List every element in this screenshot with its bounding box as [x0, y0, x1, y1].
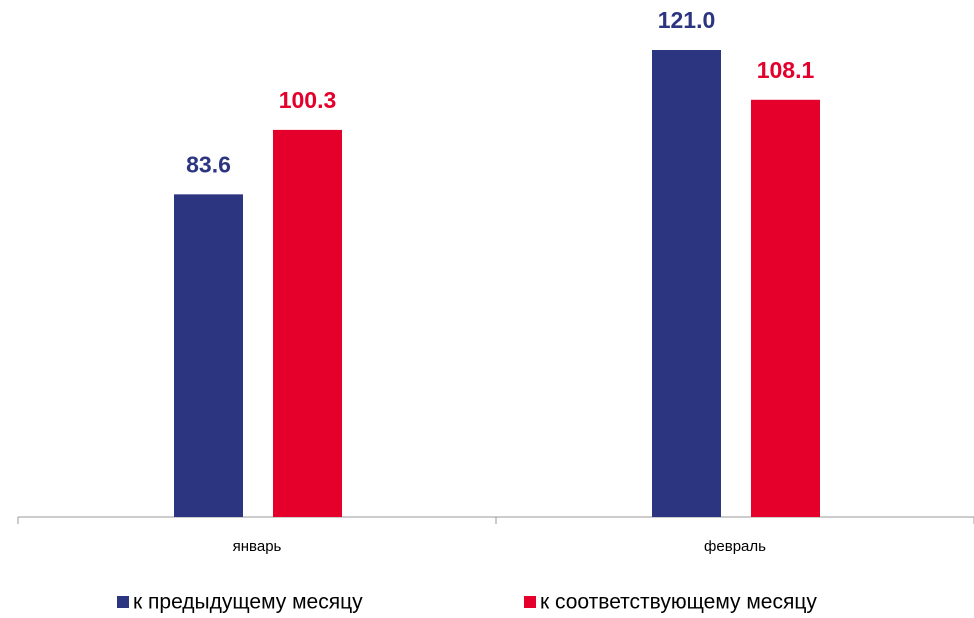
- bar: [174, 194, 243, 517]
- x-tick-label: февраль: [704, 538, 766, 555]
- bar: [751, 99, 820, 518]
- data-label: 121.0: [658, 7, 716, 33]
- bar: [273, 129, 342, 518]
- data-label: 108.1: [757, 57, 815, 83]
- legend-label: к предыдущему месяцу: [133, 591, 363, 614]
- data-label: 100.3: [279, 87, 337, 113]
- x-tick-label: январь: [233, 538, 282, 555]
- bar: [652, 50, 721, 517]
- legend-swatch: [117, 596, 129, 608]
- legend-swatch: [524, 596, 536, 608]
- legend-label: к соответствующему месяцу: [540, 591, 817, 614]
- data-label: 83.6: [186, 151, 231, 177]
